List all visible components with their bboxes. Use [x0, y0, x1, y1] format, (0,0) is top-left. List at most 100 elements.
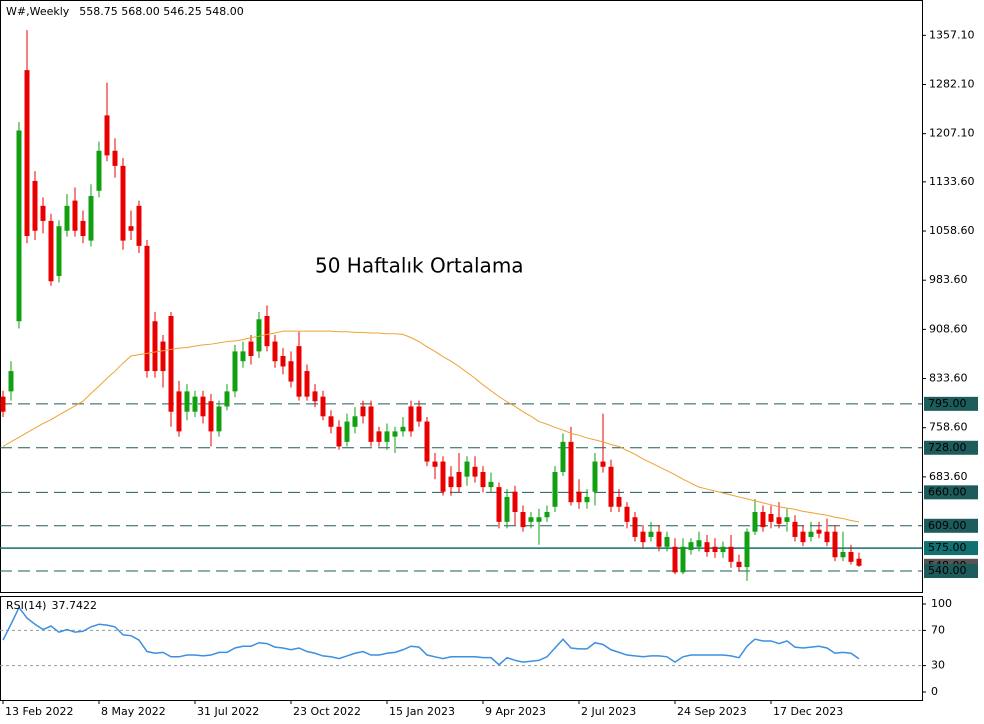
candle-body [688, 542, 694, 551]
x-tick-label: 13 Feb 2022 [5, 705, 73, 718]
candle-body [0, 396, 6, 412]
candle-body [152, 321, 158, 372]
candle-body [296, 346, 302, 397]
candle-body [696, 540, 702, 547]
candle-body [808, 531, 814, 537]
candle-body [280, 355, 286, 367]
y-tick-label: 100 [931, 597, 952, 610]
candle-body [256, 319, 262, 352]
candle-body [560, 441, 566, 473]
candle-body [544, 512, 550, 518]
level-label: 728.00 [928, 441, 967, 454]
candle-body [440, 461, 446, 492]
candle-body [552, 472, 558, 507]
candle-body [96, 150, 102, 191]
candle-body [176, 391, 182, 432]
candle-body [752, 512, 758, 532]
candle-body [312, 391, 318, 402]
x-tick-label: 8 May 2022 [101, 705, 166, 718]
candle-body [144, 245, 150, 372]
candle-body [624, 506, 630, 522]
annotation: 50 Haftalık Ortalama [315, 254, 524, 278]
level-label: 609.00 [928, 519, 967, 532]
candle-body [248, 341, 254, 356]
price-panel-frame [0, 0, 923, 593]
candle-body [592, 461, 598, 492]
y-tick-label: 683.60 [929, 470, 968, 483]
candle-body [672, 546, 678, 573]
candle-body [744, 531, 750, 568]
candle-body [416, 406, 422, 422]
candle-body [784, 517, 790, 522]
x-tick-label: 23 Oct 2022 [293, 705, 361, 718]
candle-body [424, 421, 430, 462]
level-label-bg [924, 541, 978, 556]
candle-body [336, 426, 342, 447]
candle-body [80, 220, 86, 237]
candle-body [200, 396, 206, 417]
candle-body [568, 441, 574, 503]
y-tick-label: 1133.60 [929, 175, 975, 188]
candle-body [120, 165, 126, 241]
candle-body [648, 531, 654, 537]
candle-body [496, 487, 502, 522]
y-tick-label: 833.60 [929, 372, 968, 385]
candle-body [160, 341, 166, 372]
candle-body [760, 512, 766, 528]
candle-body [528, 517, 534, 522]
candle-body [224, 391, 230, 407]
rsi-line [2, 606, 860, 666]
candle-body [824, 531, 830, 543]
candle-body [408, 406, 414, 432]
y-tick-label: 908.60 [929, 322, 968, 335]
candle-body [232, 351, 238, 392]
candle-body [168, 315, 174, 412]
y-tick-label: 70 [931, 623, 945, 636]
candle-body [360, 406, 366, 417]
x-tick-label: 24 Sep 2023 [677, 705, 747, 718]
candle-body [584, 496, 590, 503]
y-tick-label: 0 [931, 685, 938, 698]
level-label: 795.00 [928, 397, 967, 410]
candle-body [736, 561, 742, 568]
candle-body [400, 426, 406, 432]
x-tick-label: 9 Apr 2023 [485, 705, 546, 718]
rsi-last-value: 37.7422 [51, 599, 97, 612]
ohlc-label: 558.75 568.00 546.25 548.00 [79, 5, 243, 18]
y-tick-label: 30 [931, 659, 945, 672]
candle-body [392, 431, 398, 437]
level-label-bg [924, 485, 978, 500]
level-label-bg [924, 440, 978, 455]
level-label-bg [924, 518, 978, 533]
candle-body [72, 200, 78, 231]
candle-body [800, 531, 806, 543]
rsi-panel-frame [0, 596, 923, 701]
candle-body [56, 226, 62, 277]
candle-body [304, 371, 310, 397]
candle-body [472, 466, 478, 477]
candle-body [264, 315, 270, 347]
x-tick-label: 31 Jul 2022 [197, 705, 259, 718]
candle-body [32, 180, 38, 231]
candle-body [792, 521, 798, 537]
plot-layer: 1357.10 1282.10 1207.10 1133.60 1058.60 983.6… [0, 28, 978, 718]
x-tick-label: 2 Jul 2023 [581, 705, 636, 718]
candle-body [8, 371, 14, 392]
candle-body [712, 546, 718, 553]
moving-average-line [2, 330, 860, 523]
y-tick-label: 1058.60 [929, 224, 975, 237]
candle-body [480, 472, 486, 488]
chart-header: W#,Weekly 558.75 568.00 546.25 548.00 [6, 5, 244, 18]
candle-body [48, 220, 54, 282]
candle-body [88, 196, 94, 241]
level-label: 575.00 [928, 541, 967, 554]
candle-body [216, 406, 222, 432]
candle-body [192, 396, 198, 412]
candle-body [376, 431, 382, 442]
candle-body [488, 481, 494, 488]
rsi-title: RSI(14) [6, 599, 46, 612]
candle-body [816, 529, 822, 534]
candle-body [536, 517, 542, 522]
y-tick-label: 1207.10 [929, 127, 975, 140]
